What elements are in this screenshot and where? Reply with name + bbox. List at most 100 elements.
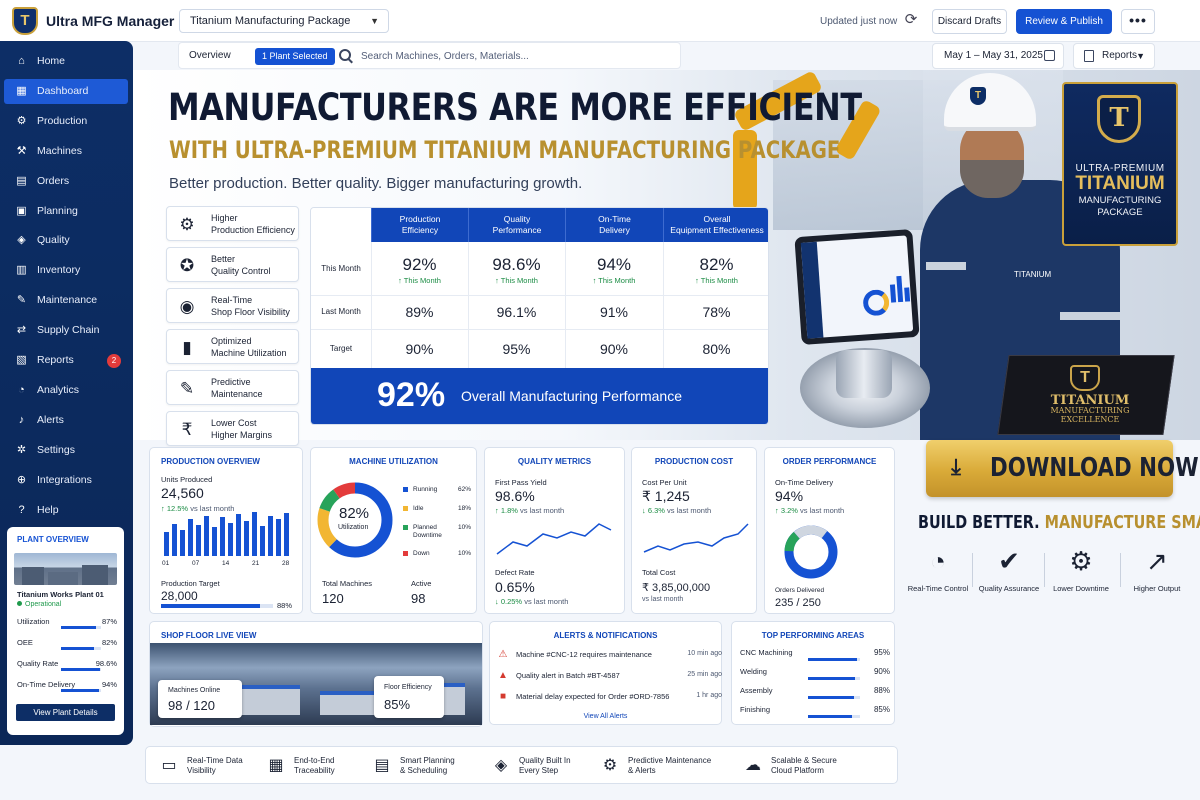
production-bar [172, 524, 177, 556]
card-title: ALERTS & NOTIFICATIONS [553, 631, 658, 640]
analytics-icon: ◔ [18, 383, 25, 396]
tab-overview[interactable]: Overview [189, 50, 231, 61]
reports-dropdown[interactable]: Reports ▼ [1073, 43, 1155, 69]
report-icon: ▧ [16, 354, 27, 366]
production-bar-chart [162, 508, 292, 556]
production-bar [228, 523, 233, 556]
alert-text: Machine #CNC-12 requires maintenance [516, 650, 652, 659]
sidebar-item-inventory[interactable]: ▥ Inventory [4, 258, 128, 283]
feature-strip-line-2: & Alerts [628, 766, 656, 775]
box-subtitle-line: MANUFACTURING [1050, 406, 1130, 415]
discard-drafts-button[interactable]: Discard Drafts [932, 9, 1007, 34]
benefit-text: Lower Cost Higher Margins [211, 417, 299, 441]
box-subtitle-line: EXCELLENCE [1060, 415, 1120, 424]
card-title: MACHINE UTILIZATION [349, 457, 438, 466]
plant-metric-row: On-Time Delivery 94% [17, 680, 117, 694]
alert-time: 10 min ago [687, 650, 722, 657]
sidebar-item-maintenance[interactable]: ✎ Maintenance [4, 288, 128, 313]
wrench-icon: ✎ [179, 379, 195, 398]
sidebar-item-planning[interactable]: ▣ Planning [4, 199, 128, 224]
perf-cell: 95% [502, 340, 531, 357]
vest-stripe [1060, 312, 1120, 320]
orders-delivered-label: Orders Delivered [775, 587, 825, 594]
cost-trend-path [643, 523, 749, 553]
sidebar-item-home[interactable]: ⌂ Home [4, 49, 128, 74]
overall-performance-banner: 92% Overall Manufacturing Performance [311, 368, 768, 424]
sidebar-item-analytics[interactable]: ◔ Analytics [4, 378, 128, 403]
worker-beard [960, 160, 1024, 198]
view-plant-details-button[interactable]: View Plant Details [16, 704, 115, 721]
hero-headline: MANUFACTURERS ARE MORE EFFICIENT [168, 86, 862, 129]
sidebar-item-integrations[interactable]: ⊕ Integrations [4, 468, 128, 493]
perf-col-divider [565, 242, 566, 368]
rupee-icon: ₹ [181, 420, 193, 439]
report-icon [1084, 50, 1094, 62]
utilization-segment [317, 482, 393, 558]
utilization-donut [317, 482, 393, 558]
feature-strip-line-2: Cloud Platform [771, 766, 824, 775]
card-title: QUALITY METRICS [517, 457, 592, 466]
plant-metric-row: Utilization 87% [17, 617, 117, 631]
sidebar-item-help[interactable]: ? Help [4, 498, 128, 523]
alert-item[interactable]: ▲ Quality alert in Batch #BT-4587 25 min a… [498, 668, 722, 688]
view-all-alerts-link[interactable]: View All Alerts [583, 713, 628, 720]
warning-icon: ▲ [498, 670, 508, 681]
dashboard-icon: ▦ [16, 84, 27, 97]
production-target-percent: 88% [277, 601, 293, 610]
sidebar-item-reports[interactable]: ▧ Reports 2 [4, 348, 128, 373]
units-produced-value: 24,560 [161, 485, 204, 501]
top-area-bar-fill [808, 658, 858, 661]
sidebar-item-machines[interactable]: ⚒ Machines [4, 139, 128, 164]
perf-col-divider [468, 242, 469, 368]
package-select[interactable]: Titanium Manufacturing Package ▼ [179, 9, 389, 33]
plant-image [14, 553, 117, 585]
home-icon: ⌂ [18, 55, 25, 67]
refresh-icon[interactable]: ⟳ [904, 11, 918, 28]
date-range-picker[interactable]: May 1 – May 31, 2025 [932, 43, 1064, 69]
perf-corner [311, 208, 371, 242]
feature-strip-label: Predictive Maintenance & Alerts [628, 756, 718, 776]
top-area-bar [808, 677, 860, 680]
sidebar-item-label: Inventory [37, 264, 81, 277]
legend-swatch [403, 506, 408, 511]
sidebar-item-production[interactable]: ⚙ Production [4, 109, 128, 134]
vest-stripe [926, 262, 966, 270]
search-input[interactable] [361, 47, 661, 65]
review-publish-button[interactable]: Review & Publish [1016, 9, 1112, 34]
top-area-label: Welding [740, 667, 767, 676]
gear-icon: ⚙ [179, 215, 195, 234]
legend-label: Down [413, 550, 430, 557]
plant-selected-chip[interactable]: 1 Plant Selected [255, 48, 335, 65]
top-area-row: Assembly 88% [740, 686, 890, 706]
notification-badge: 2 [107, 354, 121, 368]
cost-per-unit-label: Cost Per Unit [642, 478, 687, 487]
plant-metric-bar [61, 668, 101, 671]
sidebar-item-orders[interactable]: ▤ Orders [4, 169, 128, 194]
top-areas-card: TOP PERFORMING AREAS CNC Machining 95% Wel… [731, 621, 895, 725]
legend-value: 62% [457, 486, 471, 493]
alert-item[interactable]: ⚠ Machine #CNC-12 requires maintenance 10 … [498, 647, 722, 667]
production-bar [220, 517, 225, 556]
perf-header-line-1: On-Time [598, 214, 631, 224]
sidebar-item-label: Dashboard [37, 84, 89, 97]
more-options-button[interactable]: ••• [1121, 9, 1155, 34]
app-title: Ultra MFG Manager [46, 13, 175, 29]
fpy-label: First Pass Yield [495, 478, 547, 487]
alert-item[interactable]: ■ Material delay expected for Order #ORD-… [498, 689, 722, 709]
sidebar-item-quality[interactable]: ◈ Quality [4, 228, 128, 253]
sidebar-item-supply-chain[interactable]: ⇄ Supply Chain [4, 318, 128, 343]
plant-overview-title: PLANT OVERVIEW [17, 535, 89, 544]
sidebar-item-dashboard[interactable]: ▦ Dashboard [4, 78, 128, 104]
total-cost-value: ₹ 3,85,00,000 [642, 582, 711, 594]
bell-icon: ♪ [18, 413, 25, 426]
warning-gear-icon: ⚠ [498, 649, 508, 660]
utilization-label: Utilization [338, 524, 369, 531]
download-now-button[interactable]: ⤓ DOWNLOAD NOW [926, 440, 1199, 497]
sidebar-item-settings[interactable]: ✲ Settings [4, 438, 128, 463]
plant-metric-bar-fill [61, 647, 94, 650]
benefit-text: Predictive Maintenance [211, 376, 299, 400]
defect-rate-label: Defect Rate [495, 568, 535, 577]
machines-online-value: 98 / 120 [168, 698, 215, 713]
plant-metric-value: 87% [101, 617, 117, 626]
sidebar-item-alerts[interactable]: ♪ Alerts [4, 408, 128, 433]
